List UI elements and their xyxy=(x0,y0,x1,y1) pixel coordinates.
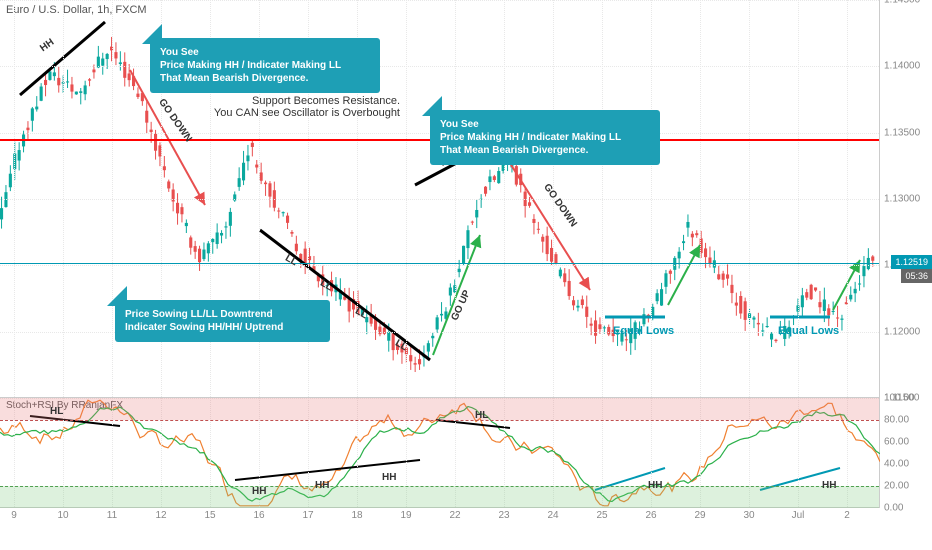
chart-title: Euro / U.S. Dollar, 1h, FXCM xyxy=(6,4,147,16)
price-tick: 1.14000 xyxy=(884,61,920,72)
date-tick: 9 xyxy=(11,510,17,521)
chart-label: LL xyxy=(318,278,334,294)
date-tick: 18 xyxy=(351,510,362,521)
chart-label: LL xyxy=(353,306,369,322)
date-tick: 23 xyxy=(498,510,509,521)
date-tick: 22 xyxy=(449,510,460,521)
indicator-tick: 0.00 xyxy=(884,503,903,514)
indicator-tick: 60.00 xyxy=(884,437,909,448)
price-tick: 1.13000 xyxy=(884,194,920,205)
date-tick: 16 xyxy=(253,510,264,521)
indicator-label: HH xyxy=(315,480,329,491)
countdown-tag: 05:36 xyxy=(901,269,932,283)
date-tick: 17 xyxy=(302,510,313,521)
callout-c3: Price Sowing LL/LL DowntrendIndicater So… xyxy=(115,300,330,342)
date-tick: 2 xyxy=(844,510,850,521)
indicator-tick: 40.00 xyxy=(884,459,909,470)
chart-label: GO UP xyxy=(449,289,473,323)
indicator-tick: 100.00 xyxy=(884,393,915,404)
price-axis: 1.115001.120001.125001.130001.135001.140… xyxy=(880,0,932,398)
date-tick: 19 xyxy=(400,510,411,521)
indicator-label: HL xyxy=(50,406,63,417)
date-tick: 30 xyxy=(743,510,754,521)
time-axis: 9 10 11 12 15 16 17 18 19 22 23 24 25 26 29 30 Jul 2 xyxy=(0,508,880,550)
date-tick: 26 xyxy=(645,510,656,521)
date-tick: 10 xyxy=(57,510,68,521)
date-tick: Jul xyxy=(792,510,805,521)
callout-c1: You SeePrice Making HH / Indicater Makin… xyxy=(150,38,380,93)
price-tick: 1.13500 xyxy=(884,127,920,138)
chart-label: HH xyxy=(38,37,56,54)
current-price-tag: 1.12519 xyxy=(891,255,932,269)
price-tick: 1.14500 xyxy=(884,0,920,6)
indicator-label: HH xyxy=(382,472,396,483)
date-tick: 15 xyxy=(204,510,215,521)
indicator-panel[interactable]: Stoch+RSI By RRanjanFX HLHHHHHHHLHHHH xyxy=(0,398,880,508)
indicator-axis: 0.0020.0040.0060.0080.00100.00 xyxy=(880,398,932,508)
equal-lows-2: Equal Lows xyxy=(778,325,839,337)
date-tick: 25 xyxy=(596,510,607,521)
date-tick: 12 xyxy=(155,510,166,521)
callout-c2: You SeePrice Making HH / Indicater Makin… xyxy=(430,110,660,165)
date-tick: 29 xyxy=(694,510,705,521)
indicator-label: HH xyxy=(648,480,662,491)
date-tick: 24 xyxy=(547,510,558,521)
indicator-tick: 80.00 xyxy=(884,415,909,426)
sr-annotation: Support Becomes Resistance.You CAN see O… xyxy=(200,95,400,119)
indicator-label: HH xyxy=(822,480,836,491)
indicator-label: HL xyxy=(475,410,488,421)
price-tick: 1.12000 xyxy=(884,326,920,337)
chart-label: GO DOWN xyxy=(541,182,579,229)
indicator-tick: 20.00 xyxy=(884,481,909,492)
equal-lows-1: Equal Lows xyxy=(613,325,674,337)
main-price-chart[interactable]: Euro / U.S. Dollar, 1h, FXCM HH GO DOWN LL… xyxy=(0,0,880,398)
date-tick: 11 xyxy=(107,510,117,521)
indicator-label: HH xyxy=(252,486,266,497)
